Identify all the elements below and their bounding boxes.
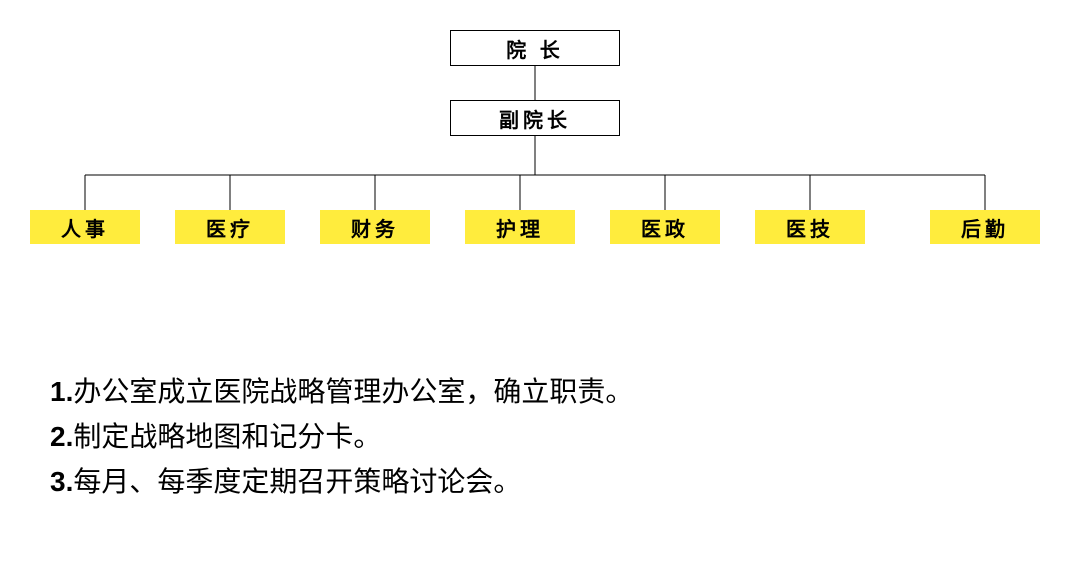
org-leaf: 护理 bbox=[465, 210, 575, 244]
note-text: 制定战略地图和记分卡。 bbox=[73, 421, 381, 452]
org-leaf-label: 后勤 bbox=[961, 213, 1009, 242]
note-number: 2. bbox=[50, 421, 73, 452]
org-leaf-label: 医政 bbox=[641, 213, 689, 242]
org-leaf-label: 医技 bbox=[786, 213, 834, 242]
note-item: 2.制定战略地图和记分卡。 bbox=[50, 415, 1030, 460]
org-leaf: 财务 bbox=[320, 210, 430, 244]
note-text: 办公室成立医院战略管理办公室，确立职责。 bbox=[73, 376, 633, 407]
org-node-vice-director: 副院长 bbox=[450, 100, 620, 136]
notes-list: 1.办公室成立医院战略管理办公室，确立职责。 2.制定战略地图和记分卡。 3.每… bbox=[50, 370, 1030, 504]
org-leaf: 医政 bbox=[610, 210, 720, 244]
org-node-label: 副院长 bbox=[499, 104, 571, 133]
org-node-director: 院 长 bbox=[450, 30, 620, 66]
org-leaf: 医疗 bbox=[175, 210, 285, 244]
note-item: 1.办公室成立医院战略管理办公室，确立职责。 bbox=[50, 370, 1030, 415]
org-chart: 院 长 副院长 人事 医疗 财务 护理 医政 医技 后勤 bbox=[0, 0, 1080, 280]
org-leaf-label: 护理 bbox=[496, 213, 544, 242]
note-item: 3.每月、每季度定期召开策略讨论会。 bbox=[50, 460, 1030, 505]
note-text: 每月、每季度定期召开策略讨论会。 bbox=[73, 466, 521, 497]
org-leaf-label: 医疗 bbox=[206, 213, 254, 242]
note-number: 1. bbox=[50, 376, 73, 407]
note-number: 3. bbox=[50, 466, 73, 497]
org-leaf: 后勤 bbox=[930, 210, 1040, 244]
org-leaf-label: 财务 bbox=[351, 213, 399, 242]
org-leaf: 医技 bbox=[755, 210, 865, 244]
org-leaf-label: 人事 bbox=[61, 213, 109, 242]
org-node-label: 院 长 bbox=[506, 34, 564, 63]
org-leaf: 人事 bbox=[30, 210, 140, 244]
